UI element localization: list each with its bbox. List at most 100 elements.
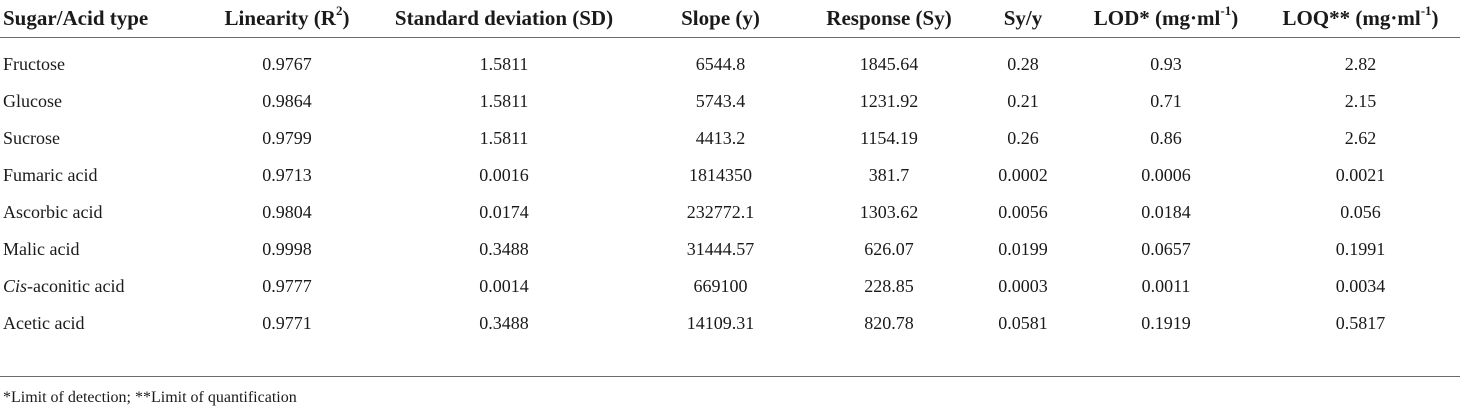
table-cell: 1231.92 (859, 91, 919, 111)
table-cell: 0.9767 (262, 54, 312, 74)
table-cell: 1.5811 (479, 54, 529, 74)
column-header-text: Sugar/Acid type (3, 6, 149, 30)
table-row: Acetic acid 0.9771 0.3488 14109.31 820.78 0.0… (0, 305, 1460, 342)
column-header-suffix: ) (1231, 6, 1239, 30)
table-cell: 1154.19 (860, 128, 918, 148)
row-name: Malic acid (3, 239, 80, 259)
table-bottom-rule (0, 376, 1460, 377)
table-cell: 0.9799 (262, 128, 312, 148)
table-cell: 0.9777 (262, 276, 312, 296)
column-header: LOQ** (mg·ml-1) (1261, 0, 1460, 38)
column-header-text: Standard deviation (SD) (394, 6, 614, 30)
column-header-suffix: ) (1431, 6, 1439, 30)
table-row: Sucrose 0.9799 1.5811 4413.2 1154.19 0.26 0.86… (0, 120, 1460, 157)
table-cell: 0.0006 (1141, 165, 1191, 185)
row-name: -aconitic acid (27, 276, 125, 296)
column-header-text: Slope (y) (681, 6, 760, 30)
table-cell: 0.0174 (479, 202, 529, 222)
row-name-cell: Glucose (0, 83, 204, 120)
table-cell: 0.0184 (1141, 202, 1191, 222)
table-cell: 0.93 (1150, 54, 1182, 74)
row-name-cell: Cis-aconitic acid (0, 268, 204, 305)
row-name-cell: Sucrose (0, 120, 204, 157)
table-cell: 669100 (693, 276, 748, 296)
column-header-superscript: -1 (1220, 3, 1232, 18)
table-cell: 4413.2 (695, 128, 746, 148)
table-footnote: *Limit of detection; **Limit of quantifi… (3, 389, 297, 406)
row-name: Fructose (3, 54, 65, 74)
table-cell: 0.26 (1007, 128, 1039, 148)
table-cell: 1814350 (689, 165, 752, 185)
table-cell: 2.15 (1344, 91, 1377, 111)
column-header-superscript: -1 (1420, 3, 1432, 18)
table-cell: 2.82 (1344, 54, 1377, 74)
table-cell: 0.86 (1150, 128, 1182, 148)
column-header: Response (Sy) (803, 0, 975, 38)
table-cell: 2.62 (1344, 128, 1377, 148)
table-cell: 0.71 (1150, 91, 1182, 111)
table-cell: 0.0581 (998, 313, 1048, 333)
table-row: Fructose 0.9767 1.5811 6544.8 1845.64 0.28 0.9… (0, 38, 1460, 84)
column-header: Sy/y (975, 0, 1071, 38)
table-cell: 1303.62 (859, 202, 919, 222)
table-row: Cis-aconitic acid 0.9777 0.0014 669100 228.8… (0, 268, 1460, 305)
table-cell: 0.9771 (262, 313, 312, 333)
header-row: Sugar/Acid type Linearity (R2) Standard de… (0, 0, 1460, 38)
table-cell: 6544.8 (695, 54, 746, 74)
table-cell: 228.85 (864, 276, 914, 296)
table-cell: 0.28 (1007, 54, 1039, 74)
column-header-text: Linearity (R (224, 6, 336, 30)
row-name-cell: Fumaric acid (0, 157, 204, 194)
row-name-cell: Ascorbic acid (0, 194, 204, 231)
table-cell: 0.0056 (998, 202, 1048, 222)
table-cell: 0.0002 (998, 165, 1048, 185)
table-cell: 0.0657 (1141, 239, 1191, 259)
row-name-cell: Malic acid (0, 231, 204, 268)
table-row: Ascorbic acid 0.9804 0.0174 232772.1 1303.62… (0, 194, 1460, 231)
column-header: Slope (y) (638, 0, 803, 38)
table-row: Fumaric acid 0.9713 0.0016 1814350 381.7 0.00… (0, 157, 1460, 194)
table-cell: 0.0021 (1335, 165, 1386, 185)
table-cell: 1845.64 (859, 54, 919, 74)
table-cell: 232772.1 (686, 202, 755, 222)
column-header-suffix: ) (342, 6, 350, 30)
table-cell: 0.3488 (479, 313, 529, 333)
table-row: Malic acid 0.9998 0.3488 31444.57 626.07 0.01… (0, 231, 1460, 268)
table-cell: 0.1991 (1335, 239, 1386, 259)
column-header: LOD* (mg·ml-1) (1071, 0, 1261, 38)
table-cell: 0.9864 (262, 91, 312, 111)
column-header-text: Response (Sy) (826, 6, 952, 30)
table-cell: 0.9998 (262, 239, 312, 259)
row-name: Fumaric acid (3, 165, 98, 185)
table-cell: 0.056 (1340, 202, 1381, 222)
table-cell: 5743.4 (695, 91, 746, 111)
table-row: Glucose 0.9864 1.5811 5743.4 1231.92 0.21 0.71… (0, 83, 1460, 120)
column-header: Sugar/Acid type (0, 0, 204, 38)
table-cell: 0.0016 (479, 165, 529, 185)
column-header-text: LOQ** (mg·ml (1282, 6, 1421, 30)
table-cell: 820.78 (864, 313, 914, 333)
row-name-cell: Fructose (0, 38, 204, 84)
column-header: Standard deviation (SD) (370, 0, 638, 38)
table-cell: 0.0014 (479, 276, 529, 296)
column-header-text: Sy/y (1003, 6, 1043, 30)
row-name-cell: Acetic acid (0, 305, 204, 342)
table-cell: 14109.31 (686, 313, 755, 333)
table-header: Sugar/Acid type Linearity (R2) Standard de… (0, 0, 1460, 38)
row-name: Sucrose (3, 128, 60, 148)
table-cell: 1.5811 (479, 91, 529, 111)
table-cell: 381.7 (868, 165, 910, 185)
table-cell: 0.5817 (1335, 313, 1386, 333)
table-cell: 0.0011 (1141, 276, 1191, 296)
table-cell: 0.0034 (1335, 276, 1386, 296)
row-name: Ascorbic acid (3, 202, 103, 222)
column-header: Linearity (R2) (204, 0, 370, 38)
table-cell: 0.9804 (262, 202, 312, 222)
table-cell: 0.21 (1007, 91, 1039, 111)
table-cell: 0.9713 (262, 165, 312, 185)
sugar-acid-table: Sugar/Acid type Linearity (R2) Standard de… (0, 0, 1460, 342)
table-cell: 1.5811 (479, 128, 529, 148)
row-name-italic: Cis (3, 276, 28, 296)
row-name: Glucose (3, 91, 62, 111)
